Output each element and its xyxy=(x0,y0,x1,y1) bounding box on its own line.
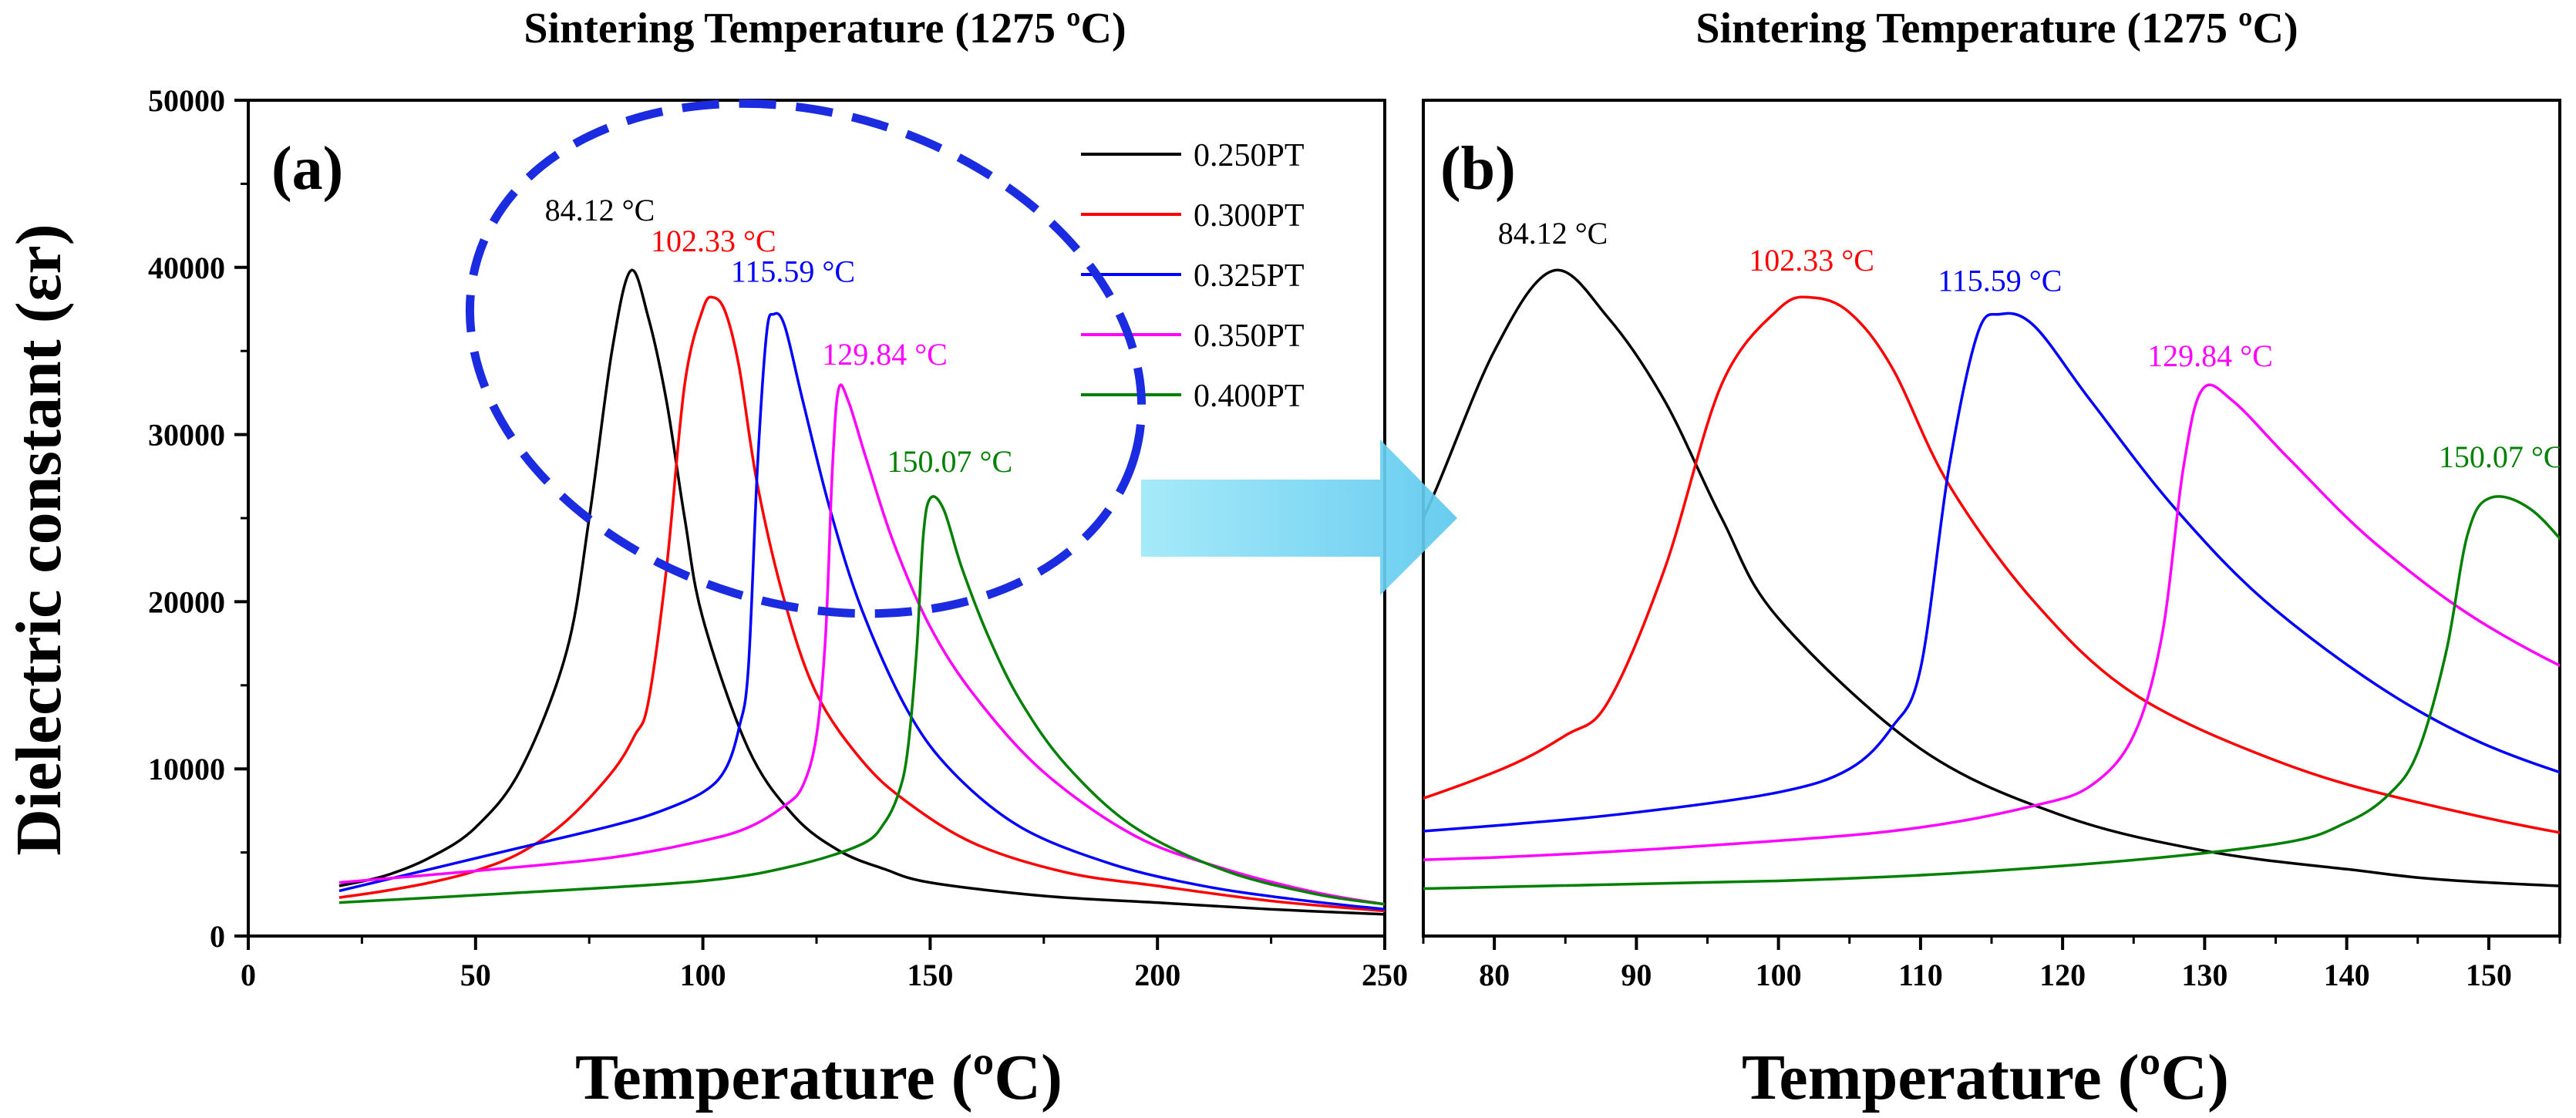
panel-a-peak-label-0.250PT: 84.12 °C xyxy=(545,193,655,227)
x-tick-label: 140 xyxy=(2324,958,2370,992)
panel-b-peak-label-0.325PT: 115.59 °C xyxy=(1938,264,2062,298)
y-tick-label: 10000 xyxy=(148,752,225,786)
x-tick-label: 0 xyxy=(241,958,256,992)
y-tick-label: 20000 xyxy=(148,584,225,619)
peak-highlight-ellipse xyxy=(465,99,1147,618)
legend-label-0.250PT: 0.250PT xyxy=(1194,138,1305,173)
y-tick-label: 40000 xyxy=(148,251,225,285)
panel-b-peak-label-0.300PT: 102.33 °C xyxy=(1749,243,1874,278)
panel-a-peak-label-0.325PT: 115.59 °C xyxy=(731,254,855,289)
panel-a-x-axis-label: Temperature (ºC) xyxy=(575,1042,1062,1113)
x-tick-label: 150 xyxy=(2466,958,2512,992)
legend: 0.250PT 0.300PT 0.325PT 0.350PT 0.400PT xyxy=(1081,138,1305,414)
panel-a-axes: 0 50 100 150 200 250 0 10000 20000 30000 40000 5000… xyxy=(148,83,1408,992)
panel-b-peak-label-0.250PT: 84.12 °C xyxy=(1498,216,1608,251)
y-tick-label: 30000 xyxy=(148,418,225,453)
panel-a-series-0.400PT xyxy=(338,495,1385,906)
panel-a-series-0.250PT xyxy=(338,268,1385,916)
legend-label-0.400PT: 0.400PT xyxy=(1194,379,1305,414)
panel-b-series-0.400PT xyxy=(1423,495,2560,891)
y-axis-label: Dielectric constant (εr) xyxy=(3,224,75,856)
panel-a-title: Sintering Temperature (1275 ºC) xyxy=(524,5,1126,52)
x-tick-label: 80 xyxy=(1479,958,1510,992)
panel-a-series-0.325PT xyxy=(338,311,1385,911)
legend-label-0.300PT: 0.300PT xyxy=(1194,198,1305,234)
x-tick-label: 200 xyxy=(1134,958,1180,992)
panel-b-series-0.350PT xyxy=(1423,383,2560,862)
panel-b-title: Sintering Temperature (1275 ºC) xyxy=(1695,5,2298,52)
x-tick-label: 90 xyxy=(1621,958,1652,992)
panel-b-axes: 80 90 100 110 120 130 140 150 xyxy=(1422,936,2561,992)
panel-b-tag: (b) xyxy=(1440,135,1516,203)
x-tick-label: 100 xyxy=(1756,958,1802,992)
y-tick-label: 50000 xyxy=(148,83,225,118)
panel-b-peak-label-0.350PT: 129.84 °C xyxy=(2147,338,2273,373)
y-tick-label: 0 xyxy=(210,919,225,954)
x-tick-label: 100 xyxy=(680,958,726,992)
panel-a-series-0.300PT xyxy=(338,295,1385,913)
x-tick-label: 250 xyxy=(1362,958,1408,992)
panel-a-tag: (a) xyxy=(271,135,343,203)
x-tick-label: 120 xyxy=(2039,958,2086,992)
panel-a-peak-label-0.350PT: 129.84 °C xyxy=(822,337,948,372)
zoom-arrow xyxy=(1141,439,1457,595)
x-tick-label: 50 xyxy=(460,958,491,992)
panel-a-peak-label-0.300PT: 102.33 °C xyxy=(651,224,776,258)
x-tick-label: 110 xyxy=(1898,958,1943,992)
x-tick-label: 130 xyxy=(2181,958,2227,992)
panel-b-series-0.250PT xyxy=(1423,268,2560,887)
legend-label-0.350PT: 0.350PT xyxy=(1194,318,1305,354)
panel-b-series-0.325PT xyxy=(1423,311,2560,833)
legend-label-0.325PT: 0.325PT xyxy=(1194,258,1305,294)
panel-a-peak-label-0.400PT: 150.07 °C xyxy=(887,444,1012,479)
x-tick-label: 150 xyxy=(907,958,953,992)
panel-b-plot: 84.12 °C 102.33 °C 115.59 °C 129.84 °C 150.0… xyxy=(1423,216,2564,891)
panel-b-series-0.300PT xyxy=(1423,295,2560,834)
panel-a-series-0.350PT xyxy=(338,383,1385,906)
panel-b-peak-label-0.400PT: 150.07 °C xyxy=(2439,439,2564,474)
panel-b-x-axis-label: Temperature (ºC) xyxy=(1742,1042,2229,1113)
